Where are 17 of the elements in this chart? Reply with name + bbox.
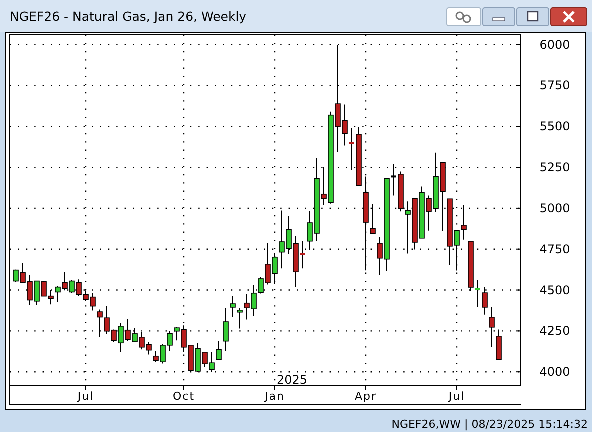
x-tick-label: Jan bbox=[264, 390, 285, 403]
text: NGEF26,WW | 08/23/2025 15:14:32 bbox=[392, 418, 588, 431]
y-tick-label: 4250 bbox=[540, 324, 570, 338]
y-tick-label: 4000 bbox=[540, 365, 570, 380]
y-tick-label: 5750 bbox=[540, 78, 570, 93]
y-tick-label: 6000 bbox=[540, 38, 570, 52]
y-tick-label: 5500 bbox=[540, 120, 570, 134]
y-tick-label: 5000 bbox=[540, 201, 570, 216]
y-tick-label: 4500 bbox=[540, 283, 570, 298]
y-tick-label: 4750 bbox=[540, 242, 570, 256]
y-tick-label: 5250 bbox=[540, 160, 570, 175]
x-tick-label: Jul bbox=[76, 390, 94, 403]
x-tick-label: Jul bbox=[448, 390, 466, 403]
annotation: 2025 bbox=[277, 373, 308, 387]
chart-title: NGEF26 - Natural Gas, Jan 26, Weekly bbox=[10, 9, 248, 24]
x-tick-label: Apr bbox=[354, 390, 378, 403]
x-tick-label: Oct bbox=[172, 390, 196, 403]
